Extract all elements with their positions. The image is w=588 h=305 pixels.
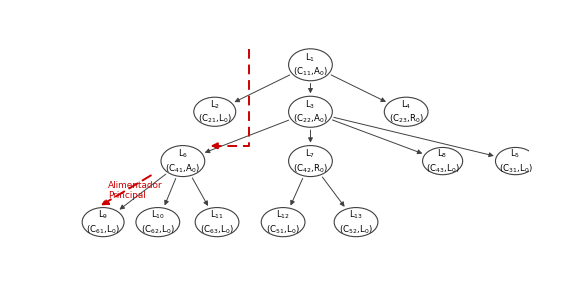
Ellipse shape xyxy=(136,208,180,237)
Text: L$_7$
(C$_{42}$,R$_0$): L$_7$ (C$_{42}$,R$_0$) xyxy=(293,147,328,175)
Text: L$_2$
(C$_{21}$,L$_0$): L$_2$ (C$_{21}$,L$_0$) xyxy=(198,98,232,125)
Ellipse shape xyxy=(195,208,239,237)
Ellipse shape xyxy=(289,49,332,81)
Text: L$_8$
(C$_{43}$,L$_0$): L$_8$ (C$_{43}$,L$_0$) xyxy=(426,147,459,175)
Ellipse shape xyxy=(334,208,378,237)
Ellipse shape xyxy=(423,147,463,175)
Text: L$_9$
(C$_{61}$,L$_0$): L$_9$ (C$_{61}$,L$_0$) xyxy=(86,209,120,236)
Text: L$_{12}$
(C$_{51}$,L$_0$): L$_{12}$ (C$_{51}$,L$_0$) xyxy=(266,209,300,236)
Ellipse shape xyxy=(385,97,428,126)
Ellipse shape xyxy=(261,208,305,237)
Ellipse shape xyxy=(496,147,536,175)
Ellipse shape xyxy=(82,208,124,237)
Text: L$_{13}$
(C$_{52}$,L$_0$): L$_{13}$ (C$_{52}$,L$_0$) xyxy=(339,209,373,236)
Ellipse shape xyxy=(289,96,332,127)
Text: Alimentador
Principal: Alimentador Principal xyxy=(108,181,162,200)
Ellipse shape xyxy=(289,145,332,177)
Text: L$_6$
(C$_{41}$,A$_0$): L$_6$ (C$_{41}$,A$_0$) xyxy=(165,147,201,175)
Text: L$_3$
(C$_{22}$,A$_0$): L$_3$ (C$_{22}$,A$_0$) xyxy=(293,98,328,125)
Ellipse shape xyxy=(161,145,205,177)
Ellipse shape xyxy=(194,97,236,126)
Text: L$_{10}$
(C$_{62}$,L$_0$): L$_{10}$ (C$_{62}$,L$_0$) xyxy=(141,209,175,236)
Text: L$_5$
(C$_{31}$,L$_0$): L$_5$ (C$_{31}$,L$_0$) xyxy=(499,147,532,175)
Text: L$_{11}$
(C$_{63}$,L$_0$): L$_{11}$ (C$_{63}$,L$_0$) xyxy=(200,209,234,236)
Text: L$_4$
(C$_{23}$,R$_0$): L$_4$ (C$_{23}$,R$_0$) xyxy=(389,98,423,125)
Text: L$_1$
(C$_{11}$,A$_0$): L$_1$ (C$_{11}$,A$_0$) xyxy=(293,51,328,78)
